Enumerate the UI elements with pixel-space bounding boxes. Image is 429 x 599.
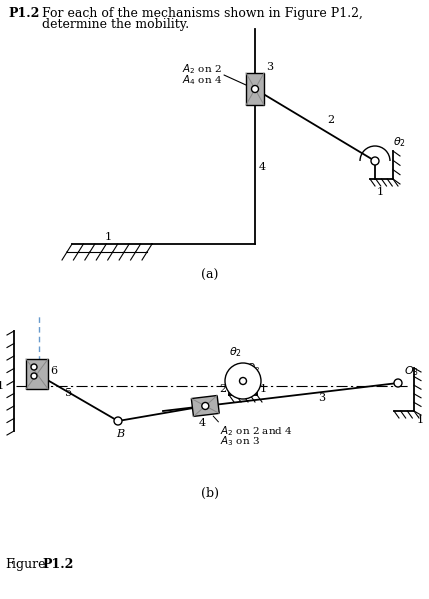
Circle shape: [225, 363, 261, 399]
Bar: [191, 395, 219, 416]
Text: $A_3$ on 3: $A_3$ on 3: [221, 434, 260, 448]
Text: $A_2$ on 2: $A_2$ on 2: [182, 62, 222, 76]
Text: 1: 1: [417, 415, 424, 425]
Text: 2: 2: [219, 384, 226, 394]
Circle shape: [31, 373, 37, 379]
Text: F: F: [5, 558, 14, 571]
Text: 1: 1: [0, 381, 4, 391]
Text: C: C: [28, 365, 36, 375]
Text: $O_3$: $O_3$: [404, 364, 419, 378]
Text: $A_4$ on 4: $A_4$ on 4: [182, 73, 222, 87]
Text: igure: igure: [12, 558, 49, 571]
Text: 2: 2: [327, 115, 334, 125]
Circle shape: [251, 86, 259, 92]
Text: B: B: [116, 429, 124, 439]
Circle shape: [202, 403, 209, 410]
Text: P1.2: P1.2: [8, 7, 39, 20]
Text: $\theta_2$: $\theta_2$: [393, 135, 406, 149]
Text: 3: 3: [266, 62, 273, 72]
Text: 5: 5: [65, 388, 73, 398]
Text: 3: 3: [318, 393, 325, 403]
Text: $A_2$ on 2 and 4: $A_2$ on 2 and 4: [221, 424, 293, 438]
Bar: [26, 359, 48, 389]
Text: 4: 4: [199, 418, 206, 428]
Text: $\theta_2$: $\theta_2$: [229, 345, 242, 359]
Text: 1: 1: [260, 384, 267, 394]
Circle shape: [239, 377, 247, 385]
Circle shape: [114, 417, 122, 425]
Text: P1.2: P1.2: [42, 558, 73, 571]
Text: determine the mobility.: determine the mobility.: [42, 18, 189, 31]
Text: $O_2$: $O_2$: [246, 361, 260, 375]
Text: 1: 1: [104, 232, 112, 242]
Bar: [246, 73, 264, 105]
Text: 1: 1: [376, 187, 384, 197]
Text: 4: 4: [259, 162, 266, 171]
Circle shape: [31, 364, 37, 370]
Text: (b): (b): [201, 487, 219, 500]
Circle shape: [394, 379, 402, 387]
Circle shape: [371, 157, 379, 165]
Text: (a): (a): [201, 269, 219, 282]
Text: 6: 6: [50, 366, 57, 376]
Text: For each of the mechanisms shown in Figure P1.2,: For each of the mechanisms shown in Figu…: [42, 7, 363, 20]
